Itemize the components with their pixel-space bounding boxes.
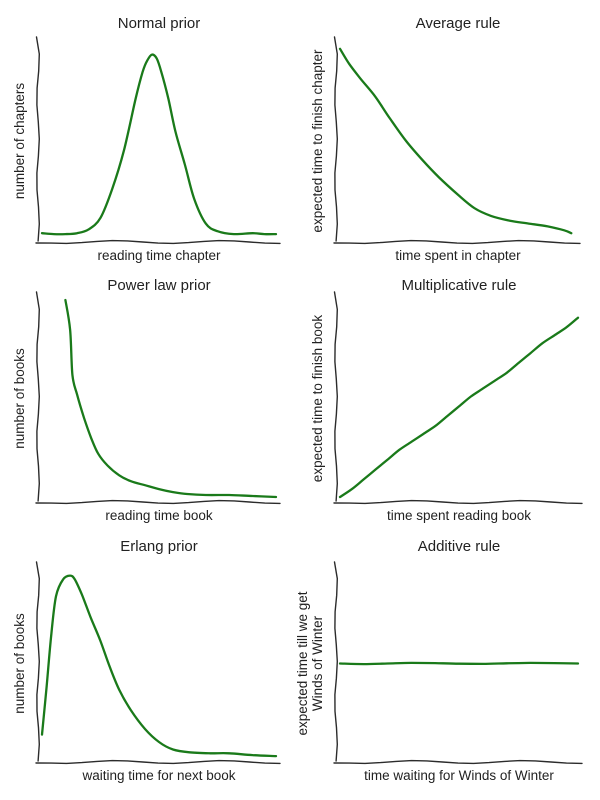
chart-panel-2: Average rule time spent in chapter expecte… bbox=[310, 15, 581, 263]
y-axis-label: number of books bbox=[12, 613, 27, 714]
y-axis bbox=[333, 291, 339, 502]
series-line-1 bbox=[64, 298, 278, 499]
x-axis-label: time waiting for Winds of Winter bbox=[364, 768, 554, 783]
y-axis bbox=[35, 291, 41, 502]
y-axis bbox=[333, 561, 339, 762]
y-axis bbox=[333, 36, 339, 242]
x-axis bbox=[35, 239, 281, 245]
chart-title: Additive rule bbox=[418, 538, 501, 555]
y-axis-label: number of chapters bbox=[12, 83, 27, 200]
x-axis bbox=[35, 499, 281, 505]
series-line-1 bbox=[338, 661, 580, 666]
y-axis-label: number of books bbox=[12, 348, 27, 449]
x-axis bbox=[333, 499, 583, 505]
chart-title: Multiplicative rule bbox=[401, 277, 516, 294]
x-axis-label: waiting time for next book bbox=[81, 768, 235, 783]
series-line-1 bbox=[40, 53, 278, 236]
y-axis-label: expected time till we get bbox=[295, 591, 310, 735]
x-axis-label: time spent in chapter bbox=[395, 248, 521, 263]
series-line-1 bbox=[40, 574, 278, 758]
chart-panel-5: Erlang prior waiting time for next book nu… bbox=[12, 538, 281, 783]
chart-panel-6: Additive rule time waiting for Winds of W… bbox=[295, 538, 583, 783]
x-axis-label: reading time book bbox=[105, 508, 213, 523]
y-axis-label: expected time to finish chapter bbox=[310, 49, 325, 233]
x-axis bbox=[35, 759, 281, 765]
chart-title: Power law prior bbox=[107, 277, 210, 294]
y-axis bbox=[35, 561, 41, 762]
y-axis bbox=[35, 36, 41, 242]
series-line-1 bbox=[338, 316, 580, 499]
x-axis-label: reading time chapter bbox=[97, 248, 221, 263]
series-line-1 bbox=[338, 47, 573, 235]
x-axis bbox=[333, 239, 581, 245]
chart-panel-4: Multiplicative rule time spent reading bo… bbox=[310, 277, 583, 523]
y-axis-label: expected time to finish book bbox=[310, 315, 325, 483]
x-axis bbox=[333, 759, 583, 765]
x-axis-label: time spent reading book bbox=[387, 508, 531, 523]
chart-panel-3: Power law prior reading time book number o… bbox=[12, 277, 281, 523]
chart-title: Normal prior bbox=[118, 15, 201, 32]
chart-title: Erlang prior bbox=[120, 538, 198, 555]
chart-title: Average rule bbox=[416, 15, 501, 32]
chart-panel-1: Normal prior reading time chapter number o… bbox=[12, 15, 281, 263]
y-axis-label: Winds of Winter bbox=[310, 615, 325, 711]
